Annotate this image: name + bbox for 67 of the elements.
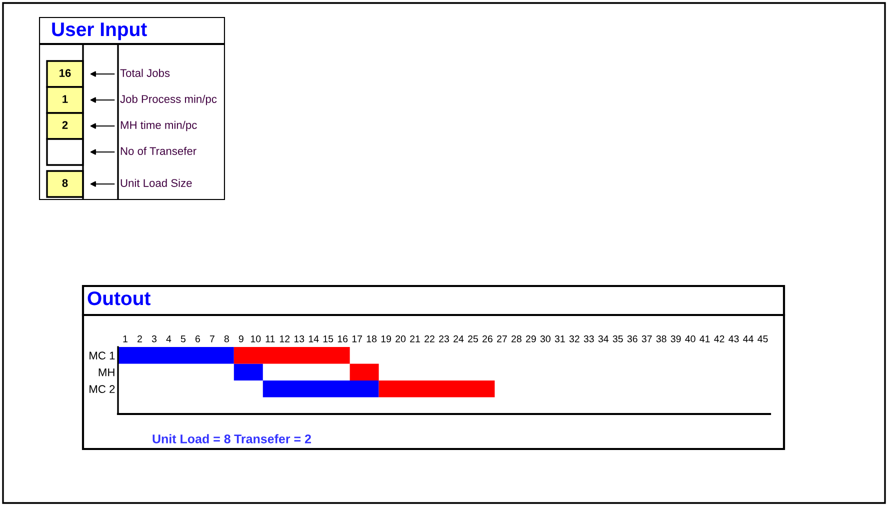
x-tick-label: 35 <box>612 335 623 342</box>
x-tick-label: 19 <box>381 335 391 342</box>
x-tick-label: 21 <box>410 335 420 342</box>
x-tick-label: 37 <box>642 335 652 342</box>
bar <box>234 347 350 364</box>
x-tick-label: 7 <box>210 336 214 342</box>
category-label: Total Jobs <box>120 68 170 77</box>
bar <box>262 380 379 398</box>
x-tick-label: 20 <box>396 335 406 342</box>
x-tick-label: 18 <box>366 335 377 342</box>
bar <box>350 364 379 380</box>
x-tick-label: 24 <box>454 335 464 342</box>
x-tick-label: 32 <box>569 335 580 342</box>
x-tick-label: 33 <box>584 335 594 342</box>
x-tick-label: 15 <box>323 336 334 342</box>
x-tick-label: 22 <box>424 335 434 342</box>
text: 16 <box>60 69 71 77</box>
category-label: MH time min/pc <box>120 120 197 132</box>
text: 1 <box>62 95 68 103</box>
x-tick-label: 30 <box>540 335 550 342</box>
chart-title: Outout <box>88 291 150 306</box>
x-tick-label: 14 <box>308 336 319 342</box>
x-tick-label: 8 <box>224 335 229 342</box>
x-tick-label: 10 <box>250 335 261 342</box>
bar <box>234 364 263 380</box>
x-tick-label: 43 <box>728 335 739 342</box>
x-tick-label: 27 <box>497 335 507 342</box>
x-tick-label: 2 <box>138 335 142 342</box>
bar <box>378 380 495 398</box>
text: User Input <box>52 22 147 40</box>
x-tick-label: 34 <box>598 335 608 342</box>
y-tick-label: MC 2 <box>90 385 115 394</box>
category-label: No of Transefer <box>120 146 196 155</box>
x-tick-label: 38 <box>656 335 666 342</box>
x-tick-label: 31 <box>554 335 565 342</box>
x-tick-label: 4 <box>166 336 172 342</box>
text: 2 <box>62 121 68 129</box>
x-tick-label: 16 <box>338 335 348 342</box>
x-tick-label: 1 <box>123 336 128 342</box>
x-tick-label: 23 <box>439 335 449 342</box>
x-tick-label: 6 <box>195 335 200 342</box>
x-tick-label: 36 <box>627 335 638 342</box>
x-tick-label: 11 <box>266 336 275 342</box>
x-tick-label: 26 <box>482 335 492 342</box>
x-tick-label: 3 <box>152 335 156 342</box>
x-tick-label: 17 <box>352 336 362 342</box>
text: Unit Load = 8 <box>152 434 230 444</box>
x-tick-label: 9 <box>238 335 244 342</box>
x-tick-label: 13 <box>294 335 304 342</box>
x-tick-label: 29 <box>526 335 536 342</box>
bar <box>118 347 234 364</box>
x-tick-label: 28 <box>512 335 522 342</box>
y-tick-label: MH <box>98 368 114 376</box>
x-tick-label: 40 <box>685 335 696 342</box>
y-tick-label: MC 1 <box>90 352 115 360</box>
x-tick-label: 25 <box>468 335 478 342</box>
x-tick-label: 39 <box>670 335 681 342</box>
x-tick-label: 41 <box>700 336 710 342</box>
x-tick-label: 45 <box>758 336 768 342</box>
x-tick-label: 42 <box>714 335 724 342</box>
text: Transefer = 2 <box>234 434 311 444</box>
text: 8 <box>62 179 68 187</box>
category-label: Job Process min/pc <box>120 94 217 106</box>
category-label: Unit Load Size <box>120 178 192 187</box>
x-tick-label: 12 <box>280 335 290 342</box>
x-tick-label: 44 <box>743 336 754 342</box>
x-tick-label: 5 <box>180 336 186 342</box>
